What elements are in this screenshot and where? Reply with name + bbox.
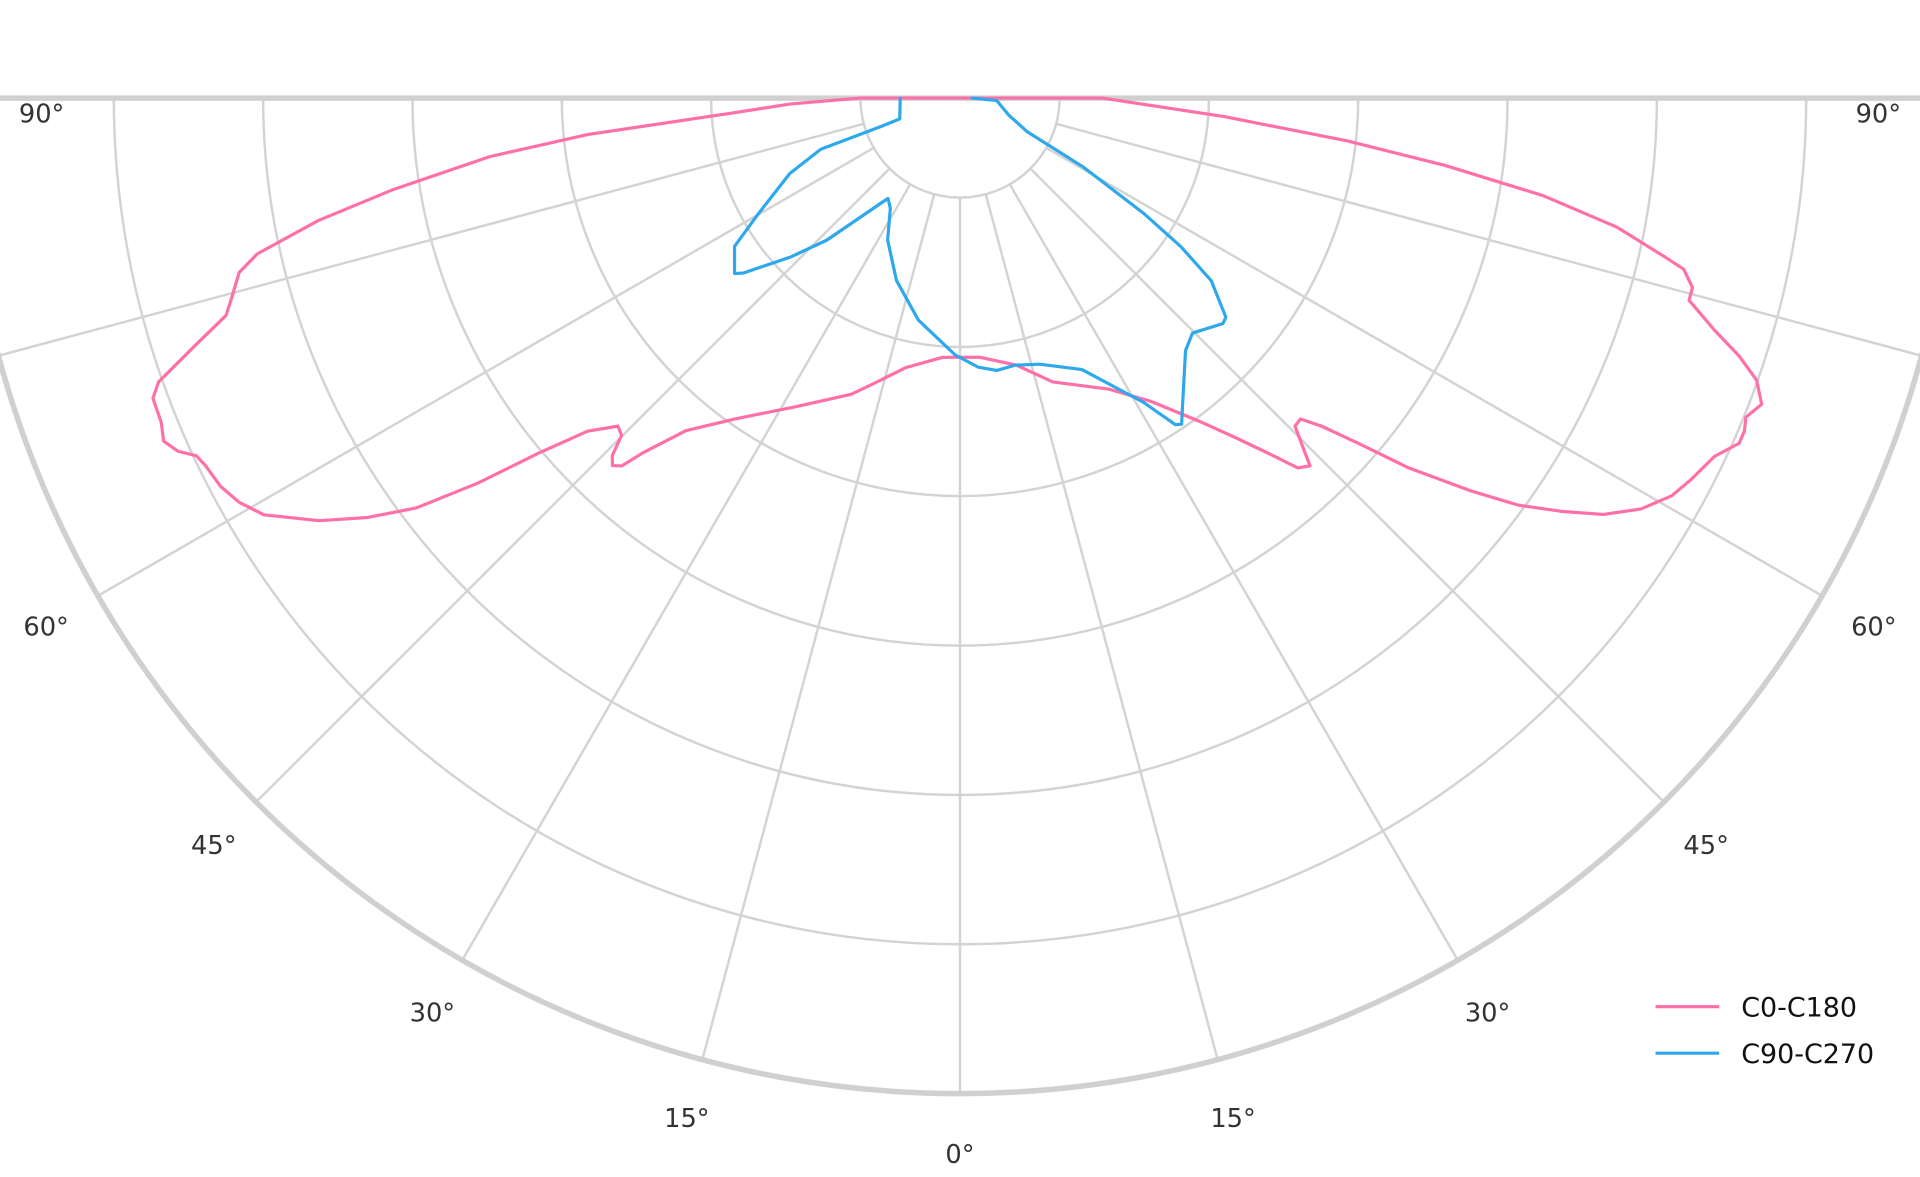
series-lines: [151, 96, 1764, 523]
angular-gridline: [1008, 183, 1459, 961]
angular-gridline: [97, 146, 875, 597]
angle-tick-label: 45°: [1683, 831, 1729, 861]
polar-frame: [0, 95, 1920, 1097]
angle-tick-label: 60°: [1851, 613, 1897, 643]
legend-label-c90-c270: C90-C270: [1741, 1039, 1874, 1070]
angular-gridline: [1029, 167, 1665, 803]
angular-gridline: [255, 167, 891, 803]
legend: C0-C180 C90-C270: [1655, 992, 1874, 1070]
series-line-c90-c270: [732, 96, 1228, 427]
angle-tick-label: 0°: [945, 1140, 974, 1170]
angle-tick-label: 30°: [1465, 999, 1511, 1029]
angle-tick-label: 90°: [1856, 100, 1902, 130]
angular-gridline: [701, 193, 936, 1060]
angular-gridline: [1045, 146, 1823, 597]
angular-gridline: [984, 193, 1219, 1060]
radial-gridline: [859, 98, 1061, 199]
angle-tick-label: 30°: [410, 999, 456, 1029]
angle-tick-label: 15°: [1210, 1104, 1256, 1134]
angle-tick-label: 90°: [19, 100, 65, 130]
angle-tick-label: 60°: [23, 613, 69, 643]
polar-grid: [0, 95, 1920, 1097]
angle-tick-label: 45°: [191, 831, 237, 861]
angular-gridline: [0, 122, 865, 357]
angular-gridline: [461, 183, 912, 961]
angle-tick-label: 15°: [664, 1104, 710, 1134]
legend-label-c0-c180: C0-C180: [1741, 992, 1857, 1023]
series-line-c0-c180: [151, 96, 1764, 523]
angular-gridline: [1055, 122, 1920, 357]
angle-tick-labels: 90°75°60°45°30°15°0°15°30°45°60°75°90°: [19, 100, 1902, 1171]
